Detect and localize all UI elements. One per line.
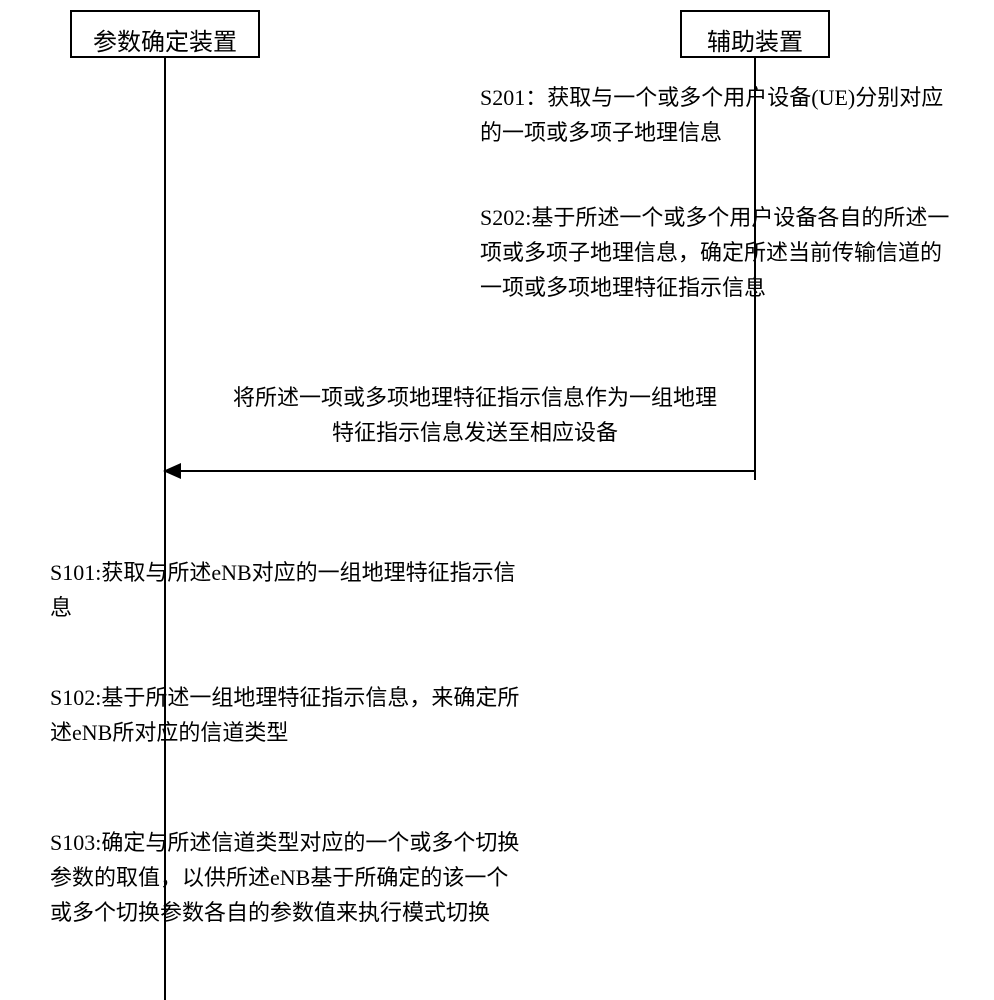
message-label: 将所述一项或多项地理特征指示信息作为一组地理特征指示信息发送至相应设备: [225, 380, 725, 450]
message-arrow-head: [163, 463, 181, 479]
participant-param-device-label: 参数确定装置: [93, 30, 237, 56]
participant-aux-device: 辅助装置: [680, 10, 830, 58]
step-s201: S201：获取与一个或多个用户设备(UE)分别对应的一项或多项子地理信息: [480, 80, 960, 150]
participant-aux-device-label: 辅助装置: [707, 30, 803, 56]
step-s101: S101:获取与所述eNB对应的一组地理特征指示信息: [50, 555, 530, 625]
message-arrow-line: [165, 470, 755, 472]
step-s103: S103:确定与所述信道类型对应的一个或多个切换参数的取值，以供所述eNB基于所…: [50, 825, 530, 931]
step-s102: S102:基于所述一组地理特征指示信息，来确定所述eNB所对应的信道类型: [50, 680, 530, 750]
participant-param-device: 参数确定装置: [70, 10, 260, 58]
step-s202: S202:基于所述一个或多个用户设备各自的所述一项或多项子地理信息，确定所述当前…: [480, 200, 960, 306]
